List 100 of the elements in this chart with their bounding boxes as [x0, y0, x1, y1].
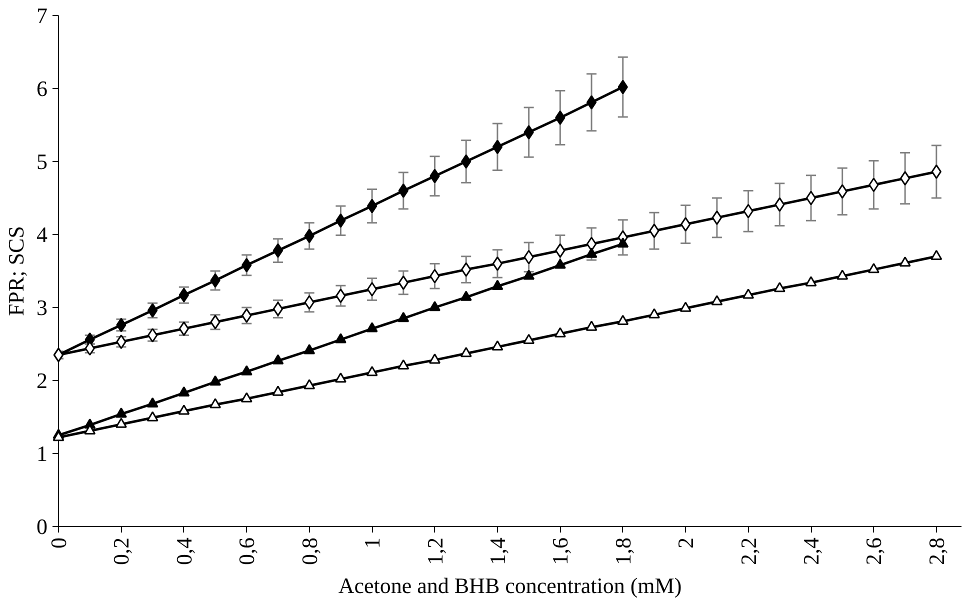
point: [178, 386, 190, 397]
point: [366, 198, 378, 214]
point: [805, 276, 817, 286]
point: [868, 263, 880, 274]
x-tick-label: 0,6: [234, 538, 260, 565]
y-tick-label: 6: [36, 76, 48, 101]
point: [617, 314, 629, 326]
point: [460, 346, 472, 358]
point: [336, 288, 346, 304]
point: [492, 340, 504, 351]
point: [774, 197, 785, 212]
point: [334, 372, 346, 383]
y-tick-label: 4: [36, 222, 48, 247]
point: [586, 320, 598, 331]
point: [240, 365, 252, 376]
point: [837, 184, 848, 199]
point: [304, 344, 316, 354]
y-tick-label: 3: [36, 295, 48, 320]
x-tick-label: 1,8: [610, 538, 636, 565]
point: [930, 250, 942, 260]
point: [743, 204, 754, 218]
point: [555, 243, 566, 258]
point: [430, 168, 440, 184]
point: [460, 290, 472, 301]
point: [366, 322, 378, 332]
x-axis-title: Acetone and BHB concentration (mM): [338, 573, 682, 598]
x-tick-label: 1: [360, 538, 385, 548]
point: [429, 354, 440, 364]
point: [711, 295, 723, 306]
point: [366, 366, 378, 376]
point: [272, 243, 284, 258]
point: [146, 397, 158, 408]
x-tick-label: 1,6: [548, 538, 573, 565]
point: [210, 375, 222, 386]
point: [210, 273, 220, 288]
point: [524, 250, 534, 264]
point: [680, 217, 691, 232]
y-axis-title: FPR; SCS: [4, 226, 28, 316]
point: [524, 125, 534, 140]
y-tick-label: 1: [36, 441, 48, 466]
point: [336, 213, 346, 228]
point: [115, 418, 127, 428]
point: [712, 210, 722, 225]
point: [617, 237, 629, 248]
point: [398, 275, 408, 290]
point: [398, 183, 408, 198]
x-tick-label: 2,6: [861, 538, 886, 565]
point: [334, 333, 346, 344]
point: [555, 110, 566, 125]
point: [586, 236, 597, 252]
point: [836, 270, 848, 280]
point: [461, 262, 472, 277]
y-tick-label: 2: [36, 368, 48, 393]
point: [586, 248, 598, 258]
x-tick-label: 0: [46, 538, 71, 548]
x-tick-label: 0,8: [296, 538, 322, 565]
point: [272, 354, 284, 364]
point: [554, 258, 566, 269]
point: [899, 256, 911, 267]
point: [523, 270, 535, 280]
point: [900, 171, 910, 186]
point: [492, 140, 503, 154]
point: [931, 164, 942, 179]
point: [242, 258, 252, 272]
x-tick-label: 1,2: [422, 538, 448, 565]
point: [304, 295, 314, 310]
point: [554, 327, 566, 338]
point: [649, 224, 660, 238]
point: [272, 302, 284, 316]
y-tick-label: 5: [36, 149, 48, 174]
point: [492, 280, 504, 290]
point: [178, 404, 190, 415]
point: [774, 282, 786, 292]
point: [398, 359, 410, 370]
point: [648, 308, 660, 318]
point: [366, 282, 378, 296]
point: [240, 392, 252, 402]
x-tick-label: 0,2: [108, 538, 134, 565]
point: [680, 302, 692, 312]
y-tick-label: 7: [36, 3, 48, 28]
x-tick-label: 1,4: [484, 538, 510, 565]
x-tick-label: 2: [673, 538, 698, 548]
point: [586, 95, 597, 110]
point: [398, 312, 410, 322]
x-tick-label: 2,8: [924, 538, 949, 565]
x-tick-label: 0,4: [171, 538, 196, 565]
point: [523, 334, 535, 344]
point: [304, 228, 314, 244]
x-tick-label: 2,2: [736, 538, 761, 565]
point: [742, 288, 754, 299]
point: [461, 154, 472, 169]
point: [430, 268, 440, 284]
point: [272, 386, 284, 396]
point: [146, 411, 158, 422]
point: [868, 178, 879, 192]
point: [304, 379, 316, 390]
point: [210, 398, 222, 408]
point: [806, 190, 816, 206]
point: [618, 80, 628, 94]
x-tick-label: 2,4: [798, 538, 824, 565]
